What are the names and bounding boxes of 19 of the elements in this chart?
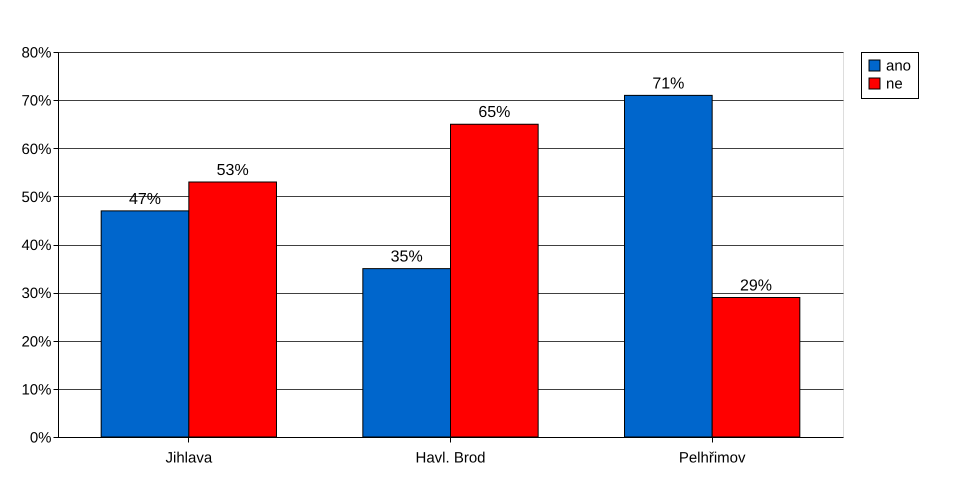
y-tick-label: 80%	[21, 44, 52, 62]
data-label: 29%	[740, 277, 772, 294]
x-tick-label: Pelhřimov	[678, 450, 746, 466]
legend-label: ano	[886, 58, 912, 74]
y-tick-label: 30%	[21, 285, 52, 302]
y-tick-label: 10%	[21, 381, 52, 398]
y-tick-label: 50%	[21, 188, 52, 206]
y-tick-label: 70%	[21, 92, 52, 110]
data-label: 65%	[478, 104, 510, 122]
data-label: 53%	[216, 162, 249, 179]
y-tick-label: 60%	[21, 140, 52, 158]
legend-label: ne	[886, 76, 903, 92]
x-tick-label: Havl. Brod	[415, 450, 486, 466]
data-label: 35%	[390, 248, 423, 266]
data-label: 71%	[652, 75, 684, 92]
y-tick-label: 20%	[21, 333, 52, 350]
y-tick-label: 0%	[30, 430, 52, 446]
y-tick-label: 40%	[21, 237, 52, 254]
x-tick-label: Jihlava	[165, 450, 213, 466]
